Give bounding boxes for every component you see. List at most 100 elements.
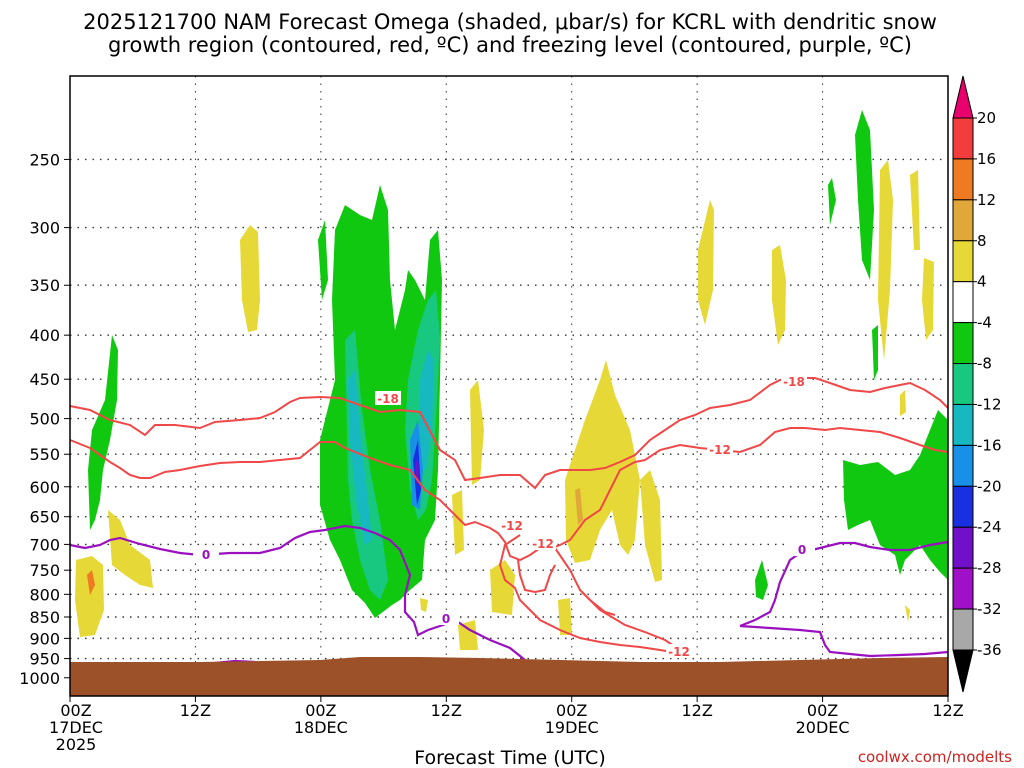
omega-positive-region <box>458 620 478 650</box>
colorbar-segment <box>952 199 974 242</box>
omega-negative-region <box>828 178 836 225</box>
colorbar-segment <box>952 117 974 160</box>
colorbar-label: 12 <box>977 191 996 209</box>
omega-positive-region <box>922 258 934 340</box>
x-tick-label: 00Z <box>60 701 91 720</box>
contour-labels: -18 -18 -12 -12 -12 -12 0 0 0 <box>193 374 815 659</box>
y-tick-label: 250 <box>29 150 60 169</box>
contour-label: 0 <box>442 612 450 626</box>
colorbar-segment <box>952 485 974 528</box>
colorbar-segment <box>952 403 974 446</box>
chart-title-line-2: growth region (contoured, red, ºC) and f… <box>108 33 912 57</box>
freezing-level-contour <box>739 540 949 628</box>
contour-label: -12 <box>668 645 690 659</box>
colorbar-label: -12 <box>977 395 1002 413</box>
omega-positive-region <box>420 598 428 612</box>
y-tick-label: 900 <box>29 629 60 648</box>
contour-label-bg <box>193 547 219 561</box>
omega-negative-region <box>872 325 878 380</box>
colorbar-segment <box>952 158 974 201</box>
colorbar-segment <box>952 526 974 569</box>
x-tick-label: 00Z <box>305 701 336 720</box>
x-tick-label: 2025 <box>56 735 97 754</box>
chart-title-line-1: 2025121700 NAM Forecast Omega (shaded, μ… <box>83 10 937 34</box>
omega-positive-region <box>558 598 572 635</box>
x-tick-label: 00Z <box>807 701 838 720</box>
minus-12-contour <box>517 559 556 594</box>
x-tick-label: 18DEC <box>294 718 348 737</box>
colorbar-label: 8 <box>977 232 987 250</box>
omega-positive-region <box>878 160 893 360</box>
contour-label: -18 <box>783 375 805 389</box>
omega-negative-region <box>843 410 948 580</box>
omega-positive-region <box>910 170 920 250</box>
minus-12-contour <box>498 534 673 653</box>
plot-frame <box>69 75 949 697</box>
omega-positive-region <box>240 225 260 332</box>
x-tick-label: 19DEC <box>545 718 599 737</box>
y-tick-label: 450 <box>29 370 60 389</box>
contour-label: -18 <box>377 392 399 406</box>
colorbar-label: -20 <box>977 477 1002 495</box>
colorbar-segment <box>952 322 974 365</box>
contour-label-bg <box>499 518 525 532</box>
colorbar-label: -16 <box>977 436 1002 454</box>
surface-terrain <box>70 657 948 696</box>
contour-label-bg <box>433 611 459 625</box>
colorbar-label: -4 <box>977 314 992 332</box>
y-tick-label: 950 <box>29 650 60 669</box>
x-tick-label: 12Z <box>932 701 963 720</box>
x-tick-label: 12Z <box>180 701 211 720</box>
y-tick-label: 800 <box>29 585 60 604</box>
omega-positive-region <box>772 245 786 345</box>
omega-positive-region <box>900 390 906 416</box>
y-tick-label: 700 <box>29 535 60 554</box>
contour-label: 0 <box>798 543 806 557</box>
y-axis-ticks: 250 300 350 400 450 500 550 600 650 700 750 800 850 9… <box>19 150 70 688</box>
contour-label-bg <box>666 644 692 658</box>
colorbar-label: -28 <box>977 559 1002 577</box>
omega-negative-core <box>418 350 434 470</box>
x-tick-label: 12Z <box>681 701 712 720</box>
contour-label-bg <box>781 374 807 388</box>
y-tick-label: 750 <box>29 561 60 580</box>
y-tick-label: 600 <box>29 478 60 497</box>
y-tick-label: 650 <box>29 508 60 527</box>
colorbar-label: 16 <box>977 150 996 168</box>
contour-label-bg <box>530 536 556 550</box>
omega-positive-region <box>640 470 662 582</box>
omega-negative-region <box>755 560 768 600</box>
omega-negative-region <box>88 335 118 530</box>
y-tick-label: 300 <box>29 219 60 238</box>
x-tick-label: 00Z <box>556 701 587 720</box>
y-tick-label: 400 <box>29 326 60 345</box>
omega-positive-region <box>108 510 153 588</box>
colorbar-segment <box>952 608 974 651</box>
minus-18-contour <box>69 377 949 490</box>
freezing-level-contour <box>739 624 949 658</box>
site-credit[interactable]: coolwx.com/modelts <box>858 748 1012 766</box>
minus-12-contour <box>581 591 616 616</box>
omega-positive-region <box>452 490 464 555</box>
contour-label: -12 <box>501 519 523 533</box>
minus-12-contour <box>554 547 681 651</box>
y-tick-label: 350 <box>29 276 60 295</box>
colorbar-segment <box>952 363 974 405</box>
y-tick-label: 500 <box>29 410 60 429</box>
contour-label-bg <box>789 542 815 556</box>
colorbar-segment <box>952 281 974 324</box>
omega-negative-region <box>318 220 328 300</box>
omega-positive-region <box>565 360 640 563</box>
contour-label: -12 <box>532 537 554 551</box>
omega-negative-region <box>855 110 874 280</box>
omega-positive-region <box>905 605 910 622</box>
colorbar-segment <box>952 240 974 283</box>
colorbar-top-arrow <box>952 75 974 119</box>
contour-label: 0 <box>202 548 210 562</box>
omega-positive-region <box>470 380 484 485</box>
y-tick-label: 550 <box>29 445 60 464</box>
y-tick-label: 850 <box>29 608 60 627</box>
omega-shading <box>75 110 948 650</box>
